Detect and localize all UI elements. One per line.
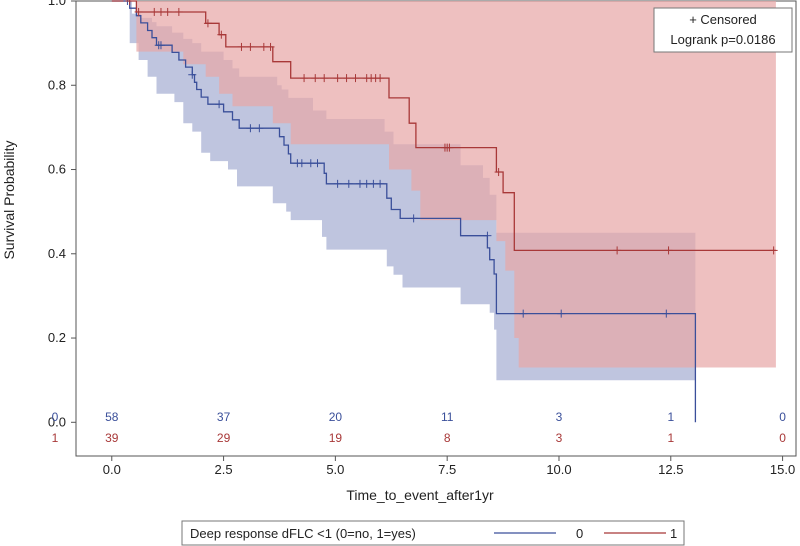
censor-mark-1 bbox=[664, 246, 673, 255]
censor-mark-1 bbox=[311, 74, 320, 83]
risk-count-0: 37 bbox=[217, 410, 231, 424]
censor-mark-1 bbox=[237, 42, 246, 51]
risk-count-0: 20 bbox=[329, 410, 343, 424]
censor-mark-1 bbox=[351, 74, 360, 83]
survival-curve-0 bbox=[111, 0, 697, 423]
legend-frame bbox=[181, 520, 685, 546]
x-tick-label: 15.0 bbox=[770, 462, 795, 477]
censor-mark-1 bbox=[134, 7, 143, 16]
risk-count-0: 1 bbox=[667, 410, 674, 424]
risk-count-1: 3 bbox=[556, 431, 563, 445]
legend-title: Deep response dFLC <1 (0=no, 1=yes) bbox=[190, 526, 416, 541]
x-tick-label: 5.0 bbox=[326, 462, 344, 477]
censor-mark-1 bbox=[445, 143, 454, 152]
censor-mark-1 bbox=[769, 246, 778, 255]
censor-mark-1 bbox=[259, 42, 268, 51]
y-tick-label: 0.8 bbox=[48, 77, 66, 92]
risk-count-1: 8 bbox=[444, 431, 451, 445]
confidence-band-1 bbox=[111, 1, 776, 368]
censor-mark-1 bbox=[246, 42, 255, 51]
censor-mark-1 bbox=[342, 74, 351, 83]
censor-mark-1 bbox=[266, 42, 275, 51]
censor-mark-0 bbox=[246, 124, 255, 133]
x-tick-label: 10.0 bbox=[546, 462, 571, 477]
x-tick-label: 12.5 bbox=[658, 462, 683, 477]
censor-mark-1 bbox=[333, 74, 342, 83]
censor-mark-1 bbox=[217, 30, 226, 39]
censor-mark-0 bbox=[333, 179, 342, 188]
censor-mark-0 bbox=[297, 159, 306, 168]
censor-mark-1 bbox=[320, 74, 329, 83]
y-tick-label: 0.2 bbox=[48, 330, 66, 345]
risk-count-1: 1 bbox=[667, 431, 674, 445]
y-axis-title: Survival Probability bbox=[1, 140, 17, 259]
censor-mark-1 bbox=[203, 19, 212, 28]
censor-mark-0 bbox=[313, 159, 322, 168]
legend-label-0: 0 bbox=[576, 526, 583, 541]
risk-count-0: 58 bbox=[105, 410, 119, 424]
censor-mark-0 bbox=[306, 159, 315, 168]
risk-count-1: 19 bbox=[329, 431, 343, 445]
censor-mark-0 bbox=[369, 179, 378, 188]
censor-mark-0 bbox=[519, 309, 528, 318]
censor-mark-0 bbox=[557, 309, 566, 318]
censored-note: + Censored bbox=[689, 12, 757, 27]
y-tick-label: 0.4 bbox=[48, 246, 66, 261]
censor-mark-0 bbox=[362, 179, 371, 188]
censor-mark-1 bbox=[150, 7, 159, 16]
risk-group-label-1: 1 bbox=[52, 431, 59, 445]
censor-legend-box: + Censored Logrank p=0.0186 bbox=[653, 7, 793, 53]
censor-mark-0 bbox=[156, 41, 165, 50]
x-tick-label: 2.5 bbox=[215, 462, 233, 477]
logrank-pvalue: Logrank p=0.0186 bbox=[670, 32, 775, 47]
censor-mark-0 bbox=[188, 70, 197, 79]
legend: Deep response dFLC <1 (0=no, 1=yes) 0 1 bbox=[181, 520, 685, 546]
risk-count-1: 29 bbox=[217, 431, 231, 445]
risk-count-1: 0 bbox=[779, 431, 786, 445]
x-tick-label: 0.0 bbox=[103, 462, 121, 477]
risk-count-0: 11 bbox=[441, 410, 454, 424]
risk-count-0: 0 bbox=[779, 410, 786, 424]
censor-mark-0 bbox=[355, 179, 364, 188]
y-tick-label: 1.0 bbox=[48, 0, 66, 8]
y-tick-label: 0.6 bbox=[48, 162, 66, 177]
censor-mark-1 bbox=[494, 168, 503, 177]
x-tick-label: 7.5 bbox=[438, 462, 456, 477]
risk-count-0: 3 bbox=[556, 410, 563, 424]
censor-mark-0 bbox=[215, 100, 224, 109]
censor-mark-1 bbox=[300, 74, 309, 83]
legend-label-1: 1 bbox=[670, 526, 677, 541]
censor-mark-0 bbox=[255, 124, 264, 133]
censor-mark-1 bbox=[376, 74, 385, 83]
censor-mark-1 bbox=[174, 7, 183, 16]
risk-group-label-0: 0 bbox=[52, 410, 59, 424]
x-axis-title: Time_to_event_after1yr bbox=[346, 487, 494, 503]
risk-count-1: 39 bbox=[105, 431, 119, 445]
censor-mark-1 bbox=[613, 246, 622, 255]
censor-mark-0 bbox=[344, 179, 353, 188]
censor-mark-0 bbox=[483, 231, 492, 240]
censor-mark-0 bbox=[662, 309, 671, 318]
censor-mark-1 bbox=[125, 0, 134, 5]
censor-mark-0 bbox=[376, 179, 385, 188]
censor-mark-0 bbox=[409, 214, 418, 223]
y-tick-label: 0.0 bbox=[48, 414, 66, 429]
censor-mark-1 bbox=[156, 7, 165, 16]
censor-mark-1 bbox=[163, 7, 172, 16]
